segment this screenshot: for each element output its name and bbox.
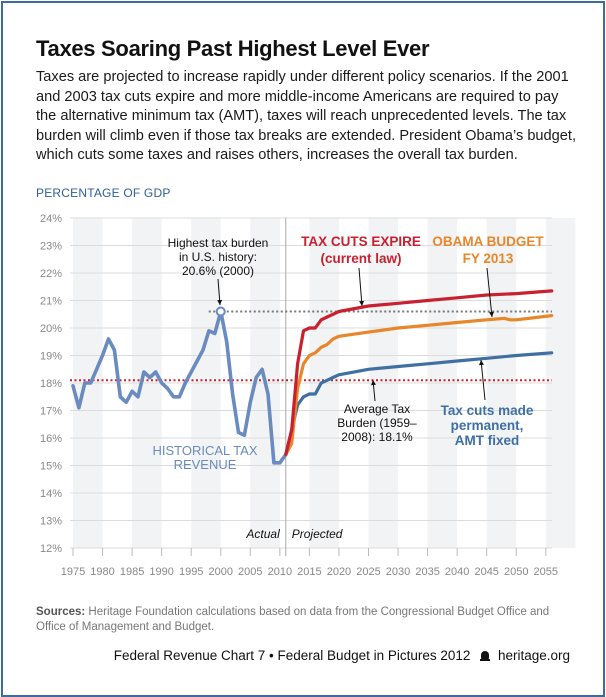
y-axis-ticks: 12% 13% 14% 15% 16% 17% 18% 19% 20% 21% 22% 23% 24%	[40, 213, 62, 555]
chart-description: Taxes are projected to increase rapidly …	[36, 69, 577, 163]
y-tick-label: 20%	[40, 323, 62, 335]
x-tick-label: 1980	[90, 566, 114, 578]
projected-label: Projected	[292, 527, 343, 541]
heritage-link[interactable]: heritage.org	[497, 648, 570, 663]
sources-label: Sources:	[36, 606, 86, 618]
peak-annotation-text: Highest tax burden	[168, 236, 269, 250]
x-tick-label: 2010	[268, 566, 292, 578]
obama-budget-arrow	[486, 267, 493, 318]
x-tick-label: 2025	[356, 566, 380, 578]
x-tick-label: 2005	[238, 566, 262, 578]
average-tax-annotation-text: Average Tax	[344, 402, 410, 416]
sources-text: Heritage Foundation calculations based o…	[36, 606, 550, 633]
x-tick-label: 1975	[61, 566, 85, 578]
x-tick-label: 2000	[209, 566, 233, 578]
y-tick-label: 18%	[40, 378, 62, 390]
tax-cuts-expire-label: (current law)	[320, 251, 401, 266]
y-tick-label: 19%	[40, 351, 62, 363]
x-tick-label: 1995	[179, 566, 203, 578]
gridlines	[70, 217, 552, 556]
average-tax-annotation-text: 2008): 18.1%	[341, 430, 413, 444]
tax-cuts-permanent-arrow	[480, 359, 486, 401]
credit-text: Federal Revenue Chart 7 • Federal Budget…	[113, 648, 471, 663]
y-tick-label: 13%	[40, 516, 62, 528]
x-tick-label: 2015	[297, 566, 321, 578]
x-tick-label: 2020	[327, 566, 351, 578]
historical-series-label: HISTORICAL TAX	[153, 443, 258, 458]
series-line-tax-cuts-expire	[284, 289, 554, 457]
liberty-bell-icon	[480, 650, 491, 661]
tax-cuts-permanent-label: permanent,	[451, 418, 524, 433]
x-tick-label: 2055	[534, 566, 558, 578]
peak-annotation-text: in U.S. history:	[179, 250, 257, 264]
average-tax-annotation-text: Burden (1959–	[337, 416, 417, 430]
y-tick-label: 22%	[40, 268, 62, 280]
y-tick-label: 23%	[40, 241, 62, 253]
tax-cuts-expire-arrow	[358, 267, 363, 307]
tax-cuts-permanent-label: Tax cuts made	[441, 403, 534, 418]
tax-cuts-permanent-arrow-head	[479, 360, 484, 366]
obama-budget-label: FY 2013	[463, 251, 514, 266]
y-tick-label: 16%	[40, 433, 62, 445]
peak-annotation-arrow-head	[217, 299, 223, 305]
sources-note: Sources: Heritage Foundation calculation…	[36, 605, 576, 635]
x-tick-label: 2035	[415, 566, 439, 578]
y-tick-label: 12%	[40, 543, 62, 555]
tax-cuts-expire-label: TAX CUTS EXPIRE	[301, 234, 421, 249]
peak-marker	[215, 306, 226, 317]
tax-cuts-expire-arrow-head	[359, 300, 365, 306]
y-tick-label: 21%	[40, 296, 62, 308]
average-tax-arrow-head	[370, 380, 376, 386]
peak-annotation-text: 20.6% (2000)	[182, 264, 254, 278]
x-tick-label: 2050	[504, 566, 528, 578]
y-tick-label: 17%	[40, 406, 62, 418]
tax-cuts-permanent-label: AMT fixed	[455, 433, 520, 448]
x-axis-ticks: 1975 1980 1985 1990 1995 2000 2005 2010 2015 2020…	[61, 548, 558, 578]
x-tick-label: 2045	[474, 566, 498, 578]
series-lines	[71, 289, 554, 465]
obama-budget-arrow-head	[489, 311, 494, 317]
obama-budget-label: OBAMA BUDGET	[432, 234, 544, 249]
y-tick-label: 24%	[40, 213, 62, 225]
historical-series-label: REVENUE	[174, 457, 237, 472]
x-tick-label: 1990	[149, 566, 173, 578]
reference-lines	[70, 310, 552, 382]
y-axis-label: PERCENTAGE OF GDP	[36, 186, 171, 200]
x-tick-label: 2030	[386, 566, 410, 578]
footer-credit: Federal Revenue Chart 7 • Federal Budget…	[114, 648, 570, 663]
series-line-historical	[71, 309, 288, 465]
series-line-tax-cuts-permanent	[284, 351, 554, 457]
chart-title: Taxes Soaring Past Highest Level Ever	[36, 36, 430, 61]
x-tick-label: 2040	[445, 566, 469, 578]
x-tick-label: 1985	[120, 566, 144, 578]
series-line-obama-budget	[284, 314, 554, 457]
actual-label: Actual	[245, 527, 280, 541]
y-tick-label: 14%	[40, 488, 62, 500]
y-tick-label: 15%	[40, 461, 62, 473]
